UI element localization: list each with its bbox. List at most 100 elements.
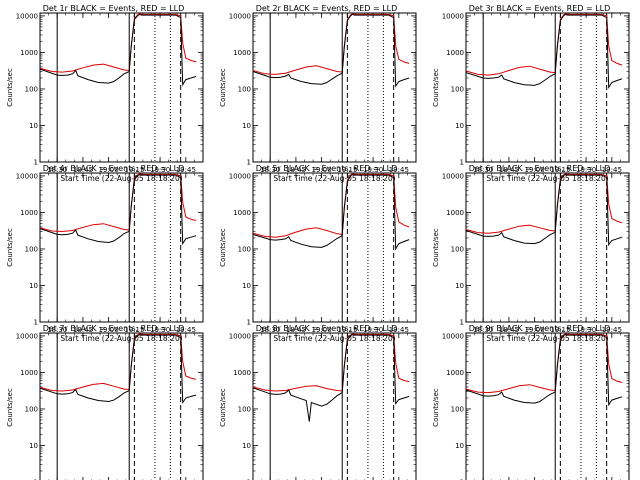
panel-title: Det 5r BLACK = Events, RED = LLD (256, 164, 398, 173)
x-tick-label: 19:15 (124, 326, 144, 334)
y-tick-label: 100 (238, 405, 251, 413)
detector-panel-9: 1 10 100 1000 10000 18:30 18:45 19:00 19:15 19:30… (432, 324, 630, 480)
x-tick-label: 19:00 (525, 166, 545, 174)
y-tick-label: 10000 (442, 12, 464, 20)
y-tick-label: 10 (455, 282, 464, 290)
y-tick-label: 100 (451, 85, 464, 93)
y-tick-label: 1000 (446, 209, 464, 217)
y-tick-label: 1000 (20, 209, 38, 217)
y-tick-label: 10000 (229, 172, 251, 180)
x-tick-label: 19:15 (337, 166, 357, 174)
y-tick-label: 10 (29, 282, 38, 290)
x-tick-label: 19:45 (176, 166, 196, 174)
y-tick-label: 1 (247, 159, 251, 167)
y-tick-label: 1 (34, 159, 38, 167)
x-tick-label: 19:30 (576, 326, 596, 334)
series-events-line (40, 13, 197, 87)
detector-panel-4: 1 10 100 1000 10000 18:30 18:45 19:00 19:15 19:30… (6, 164, 204, 343)
y-tick-label: 1000 (233, 369, 251, 377)
y-axis-label: Counts/sec (219, 228, 227, 267)
panel-title: Det 7r BLACK = Events, RED = LLD (43, 324, 185, 333)
y-tick-label: 10000 (229, 332, 251, 340)
series-events-line (40, 333, 197, 405)
x-tick-label: 19:15 (337, 326, 357, 334)
y-axis-label: Counts/sec (6, 388, 14, 427)
x-tick-label: 19:45 (176, 326, 196, 334)
x-tick-label: 19:15 (550, 166, 570, 174)
x-tick-label: 18:45 (286, 166, 306, 174)
x-tick-label: 19:30 (150, 326, 170, 334)
panel-title: Det 4r BLACK = Events, RED = LLD (43, 164, 185, 173)
plot-frame (465, 12, 630, 163)
x-tick-label: 18:30 (473, 166, 493, 174)
x-tick-label: 19:00 (312, 326, 332, 334)
y-tick-label: 100 (451, 245, 464, 253)
x-tick-label: 18:45 (286, 326, 306, 334)
series-lld-line (466, 333, 623, 394)
panel-title: Det 6r BLACK = Events, RED = LLD (469, 164, 611, 173)
x-tick-label: 19:30 (363, 166, 383, 174)
panel-title: Det 2r BLACK = Events, RED = LLD (256, 4, 398, 13)
x-tick-label: 19:00 (312, 166, 332, 174)
x-tick-label: 19:15 (124, 166, 144, 174)
y-tick-label: 1000 (233, 209, 251, 217)
y-tick-label: 1 (247, 479, 251, 480)
panel-title: Det 8r BLACK = Events, RED = LLD (256, 324, 398, 333)
x-tick-label: 19:45 (389, 326, 409, 334)
y-axis-label: Counts/sec (219, 388, 227, 427)
detector-panel-3: 1 10 100 1000 10000 18:30 18:45 19:00 19:15 19:30… (432, 4, 630, 183)
y-tick-label: 10 (242, 442, 251, 450)
y-tick-label: 10000 (442, 172, 464, 180)
detector-panel-1: 1 10 100 1000 10000 18:30 18:45 19:00 19:15 19:30… (6, 4, 204, 183)
series-events-line (253, 333, 410, 422)
x-tick-label: 19:45 (602, 166, 622, 174)
series-events-line (40, 173, 197, 246)
x-axis-label: Start Time (22-Aug-05 18:18:20) (273, 334, 395, 343)
x-tick-label: 19:00 (99, 166, 119, 174)
y-tick-label: 1 (34, 319, 38, 327)
x-tick-label: 18:45 (73, 326, 93, 334)
y-tick-label: 10 (455, 442, 464, 450)
detector-panel-5: 1 10 100 1000 10000 18:30 18:45 19:00 19:15 19:30… (219, 164, 417, 343)
x-axis-label: Start Time (22-Aug-05 18:18:20) (273, 174, 395, 183)
detector-panel-8: 1 10 100 1000 10000 18:30 18:45 19:00 19:15 19:30… (219, 324, 417, 480)
series-lld-line (253, 13, 410, 75)
panel-title: Det 1r BLACK = Events, RED = LLD (43, 4, 185, 13)
y-tick-label: 10000 (229, 12, 251, 20)
y-axis-label: Counts/sec (6, 228, 14, 267)
y-tick-label: 10000 (16, 332, 38, 340)
x-axis-label: Start Time (22-Aug-05 18:18:20) (486, 334, 608, 343)
y-tick-label: 10 (242, 122, 251, 130)
x-tick-label: 18:30 (47, 166, 67, 174)
y-tick-label: 10 (455, 122, 464, 130)
series-events-line (253, 173, 410, 251)
series-lld-line (40, 13, 197, 73)
y-tick-label: 100 (238, 245, 251, 253)
y-tick-label: 10000 (16, 172, 38, 180)
y-tick-label: 1 (34, 479, 38, 480)
plot-frame (39, 332, 204, 480)
x-axis-label: Start Time (22-Aug-05 18:18:20) (486, 174, 608, 183)
plot-frame (465, 172, 630, 323)
x-tick-label: 19:15 (550, 326, 570, 334)
x-tick-label: 19:45 (602, 326, 622, 334)
x-tick-label: 19:30 (150, 166, 170, 174)
x-axis-label: Start Time (22-Aug-05 18:18:20) (60, 174, 182, 183)
y-tick-label: 10000 (442, 332, 464, 340)
detector-panel-2: 1 10 100 1000 10000 18:30 18:45 19:00 19:15 19:30… (219, 4, 417, 183)
x-axis-label: Start Time (22-Aug-05 18:18:20) (60, 334, 182, 343)
y-tick-label: 1000 (446, 49, 464, 57)
x-tick-label: 19:30 (363, 326, 383, 334)
series-events-line (253, 13, 410, 88)
y-axis-label: Counts/sec (219, 68, 227, 107)
y-tick-label: 10 (29, 442, 38, 450)
plot-frame (465, 332, 630, 480)
series-lld-line (253, 173, 410, 238)
x-tick-label: 19:30 (576, 166, 596, 174)
y-tick-label: 1 (460, 479, 464, 480)
panel-title: Det 9r BLACK = Events, RED = LLD (469, 324, 611, 333)
y-tick-label: 10 (29, 122, 38, 130)
detector-panel-6: 1 10 100 1000 10000 18:30 18:45 19:00 19:15 19:30… (432, 164, 630, 343)
plot-frame (252, 12, 417, 163)
y-tick-label: 1000 (233, 49, 251, 57)
